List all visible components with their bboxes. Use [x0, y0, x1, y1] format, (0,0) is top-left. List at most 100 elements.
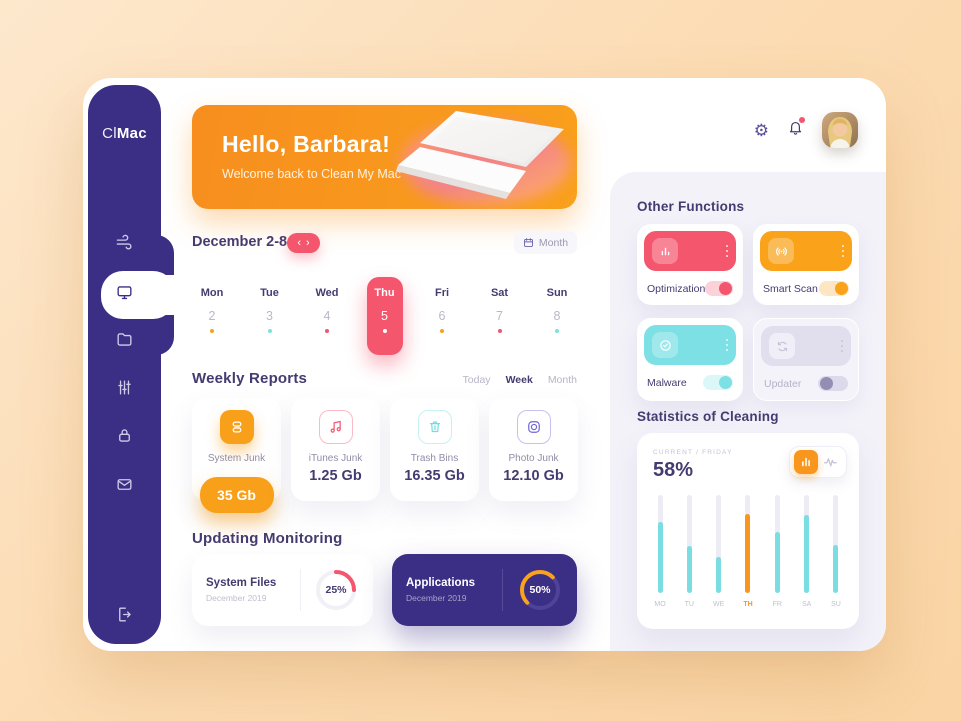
sliders-icon — [115, 378, 134, 402]
monitoring-card-applications[interactable]: Applications December 2019 50% — [392, 554, 577, 626]
report-card-value: 12.10 Gb — [503, 468, 564, 484]
bar-fr — [770, 495, 784, 593]
report-cards: System Junk 35 Gb iTunes Junk 1.25 Gb Tr… — [192, 398, 579, 513]
sidebar-item-mail[interactable] — [104, 467, 144, 507]
smart-scan-toggle[interactable] — [819, 281, 849, 296]
day-cell-wed[interactable]: Wed 4 — [307, 281, 347, 349]
day-cell-mon[interactable]: Mon 2 — [192, 281, 232, 349]
date-nav: ‹ › — [287, 233, 320, 253]
day-number: 7 — [496, 309, 503, 323]
app-logo: ClMac — [88, 125, 161, 142]
divider — [502, 569, 503, 611]
sidebar-item-files[interactable] — [104, 322, 144, 362]
toggle-knob — [835, 282, 848, 295]
check-circle-icon — [652, 332, 678, 358]
report-card-photo-junk[interactable]: Photo Junk 12.10 Gb — [489, 398, 578, 501]
tab-month[interactable]: Month — [547, 374, 577, 386]
chevron-left-icon[interactable]: ‹ — [297, 236, 301, 249]
bar-chart-labels: MO TU WE TH FR SA SU — [653, 601, 843, 608]
sidebar-item-cleanup[interactable] — [104, 225, 144, 265]
stack-icon — [219, 410, 254, 444]
avatar[interactable] — [822, 112, 858, 148]
function-pill — [644, 231, 736, 271]
kebab-menu-icon[interactable] — [840, 339, 843, 353]
malware-toggle[interactable] — [703, 375, 733, 390]
day-name: Sun — [546, 287, 568, 299]
lock-icon — [115, 426, 134, 450]
updater-toggle[interactable] — [818, 376, 848, 391]
day-number: 6 — [438, 309, 446, 323]
tab-today[interactable]: Today — [462, 374, 491, 386]
function-foot: Updater — [761, 376, 851, 391]
greeting-subtitle: Welcome back to Clean My Mac — [222, 167, 401, 181]
function-card-optimization[interactable]: Optimization — [637, 224, 743, 305]
kebab-menu-icon[interactable] — [725, 338, 728, 352]
day-cell-fri[interactable]: Fri 6 — [422, 281, 462, 349]
day-dot — [440, 329, 444, 333]
bar-label: FR — [772, 601, 782, 608]
month-button-label: Month — [538, 236, 569, 249]
month-button[interactable]: Month — [514, 231, 577, 254]
mail-icon — [115, 475, 134, 499]
day-dot — [382, 329, 387, 333]
bar-label: SU — [831, 601, 841, 608]
greeting-title: Hello, Barbara! — [222, 131, 391, 157]
report-card-itunes-junk[interactable]: iTunes Junk 1.25 Gb — [291, 398, 380, 501]
report-range-tabs: Today Week Month — [463, 374, 577, 386]
function-card-updater[interactable]: Updater — [753, 318, 859, 401]
statistics-title: Statistics of Cleaning — [637, 409, 779, 424]
optimization-toggle[interactable] — [705, 281, 733, 296]
monitoring-card-system-files[interactable]: System Files December 2019 25% — [192, 554, 373, 626]
day-number: 3 — [266, 309, 273, 323]
kebab-menu-icon[interactable] — [725, 244, 728, 258]
current-percent-value: 58% — [653, 459, 694, 481]
sidebar-item-logout[interactable] — [104, 597, 144, 637]
sidebar-item-preferences[interactable] — [104, 370, 144, 410]
day-cell-thu[interactable]: Thu 5 — [365, 277, 405, 355]
function-card-malware[interactable]: Malware — [637, 318, 743, 401]
function-foot: Smart Scan — [760, 281, 852, 296]
system-junk-size-button[interactable]: 35 Gb — [199, 477, 274, 513]
sidebar-item-dashboard[interactable] — [104, 275, 144, 315]
bar-chart-toggle-button[interactable] — [794, 450, 818, 474]
day-number: 5 — [381, 309, 388, 323]
bar-chart-icon — [652, 238, 678, 264]
sync-icon — [769, 333, 795, 359]
app-window: ClMac — [83, 78, 886, 651]
report-card-label: Photo Junk — [508, 453, 559, 464]
line-chart-toggle-button[interactable] — [818, 450, 842, 474]
chevron-right-icon[interactable]: › — [306, 236, 310, 249]
progress-percent: 25% — [325, 584, 347, 596]
report-card-value: 16.35 Gb — [404, 468, 465, 484]
sidebar-item-privacy[interactable] — [104, 418, 144, 458]
function-foot: Malware — [644, 375, 736, 390]
report-card-label: System Junk — [207, 453, 266, 464]
notification-dot — [799, 117, 805, 123]
monitoring-title: Updating Monitoring — [192, 530, 343, 547]
function-card-smart-scan[interactable]: Smart Scan — [753, 224, 859, 305]
function-pill — [644, 325, 736, 365]
progress-percent: 50% — [529, 584, 551, 596]
function-label: Smart Scan — [763, 282, 818, 295]
gear-icon[interactable]: ⚙ — [753, 120, 769, 140]
day-cell-sat[interactable]: Sat 7 — [480, 281, 520, 349]
calendar-icon — [523, 238, 533, 247]
bell-icon[interactable] — [787, 117, 805, 141]
day-dot — [497, 329, 502, 333]
function-foot: Optimization — [644, 281, 736, 296]
day-cell-sun[interactable]: Sun 8 — [537, 281, 577, 349]
day-dot — [210, 329, 214, 333]
sidebar: ClMac — [88, 85, 175, 644]
bar-label: TH — [743, 601, 753, 608]
day-dot — [555, 329, 559, 333]
report-card-system-junk[interactable]: System Junk 35 Gb — [192, 398, 281, 513]
day-cell-tue[interactable]: Tue 3 — [250, 281, 290, 349]
bar-label: MO — [654, 601, 666, 608]
other-functions-title: Other Functions — [637, 199, 745, 214]
kebab-menu-icon[interactable] — [841, 244, 844, 258]
bar-label: WE — [713, 601, 725, 608]
tab-week[interactable]: Week — [505, 374, 533, 386]
report-card-trash-bins[interactable]: Trash Bins 16.35 Gb — [390, 398, 479, 501]
function-label: Updater — [764, 377, 802, 390]
bar-th — [741, 495, 755, 593]
